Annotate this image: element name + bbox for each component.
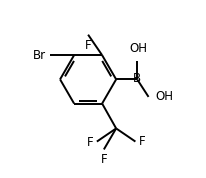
Text: B: B — [133, 72, 141, 85]
Text: F: F — [101, 153, 107, 166]
Text: OH: OH — [129, 42, 147, 55]
Text: F: F — [139, 135, 146, 148]
Text: OH: OH — [155, 90, 173, 103]
Text: F: F — [85, 39, 91, 52]
Text: Br: Br — [33, 49, 46, 62]
Text: F: F — [86, 136, 93, 149]
